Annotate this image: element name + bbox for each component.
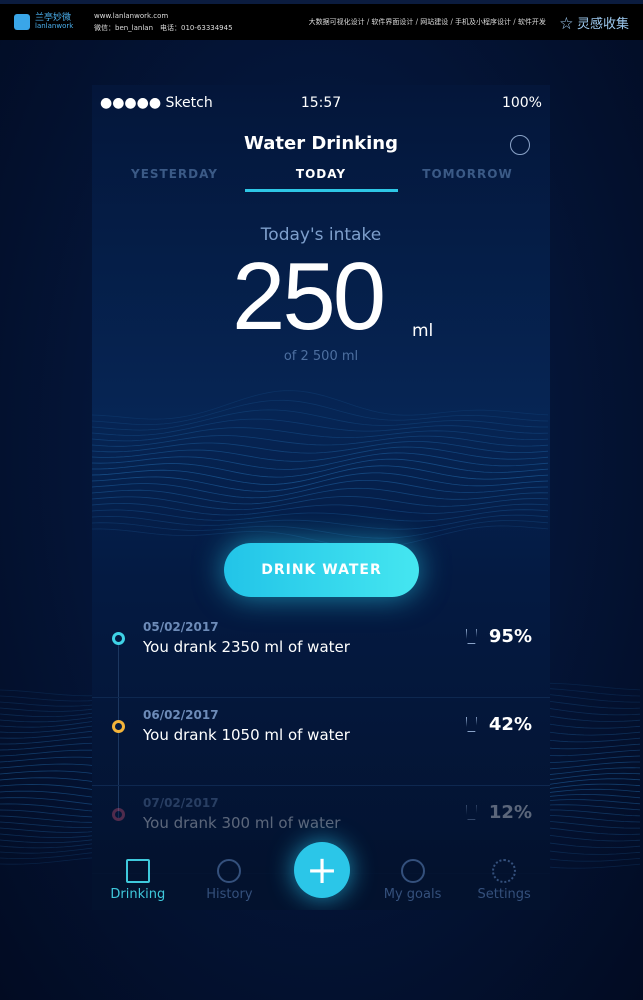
- timeline-dot: [112, 808, 125, 821]
- nav-drinking[interactable]: Drinking: [98, 859, 178, 902]
- nav-settings[interactable]: Settings: [464, 859, 544, 902]
- history-percent: 12%: [488, 802, 532, 823]
- tab-yesterday[interactable]: YESTERDAY: [131, 167, 218, 181]
- goal-icon: [400, 859, 425, 883]
- history-icon: [217, 859, 242, 883]
- user-icon[interactable]: [510, 135, 530, 155]
- banner-logo: 兰亭妙微 lanlanwork: [14, 14, 94, 30]
- banner-services: 大数据可视化设计 / 软件界面设计 / 网站建设 / 手机及小程序设计 / 软件…: [308, 18, 546, 26]
- page-title: Water Drinking: [244, 133, 398, 154]
- tab-today[interactable]: TODAY: [244, 167, 398, 192]
- intake-unit: ml: [412, 321, 434, 341]
- nav-my-goals[interactable]: My goals: [373, 859, 453, 902]
- intake-goal: of 2 500 ml: [283, 349, 359, 364]
- history-list: 05/02/2017 You drank 2350 ml of water 95…: [92, 610, 550, 874]
- history-date: 07/02/2017: [143, 796, 219, 810]
- nav-history[interactable]: History: [189, 859, 269, 902]
- history-text: You drank 1050 ml of water: [143, 726, 350, 744]
- day-tabs: YESTERDAY TODAY TOMORROW: [92, 167, 550, 192]
- glass-icon: [465, 717, 477, 732]
- history-item[interactable]: 05/02/2017 You drank 2350 ml of water 95…: [92, 610, 550, 698]
- bottom-nav: Drinking History My goals Settings: [92, 840, 550, 910]
- glass-icon: [465, 629, 477, 644]
- glass-icon: [465, 805, 477, 820]
- history-date: 05/02/2017: [143, 620, 219, 634]
- tab-tomorrow[interactable]: TOMORROW: [422, 167, 513, 181]
- phone-screen: ●●●●● Sketch 15:57 100% Water Drinking Y…: [92, 85, 550, 910]
- gear-icon: [492, 859, 517, 883]
- history-percent: 42%: [488, 714, 532, 735]
- banner: 兰亭妙微 lanlanwork www.lanlanwork.com 微信：ben_…: [0, 0, 643, 40]
- glass-icon: [125, 859, 150, 883]
- clock: 15:57: [300, 95, 342, 111]
- banner-url: www.lanlanwork.com: [94, 12, 169, 20]
- timeline-dot: [112, 632, 125, 645]
- history-date: 06/02/2017: [143, 708, 219, 722]
- history-text: You drank 300 ml of water: [143, 814, 341, 832]
- banner-brand: ☆ 灵感收集: [559, 16, 629, 32]
- banner-contact: 微信：ben_lanlan 电话：010-63334945: [94, 24, 233, 32]
- battery: 100%: [501, 95, 542, 111]
- carrier: ●●●●● Sketch: [100, 95, 213, 111]
- drink-water-button[interactable]: DRINK WATER: [224, 543, 419, 597]
- timeline-dot: [112, 720, 125, 733]
- history-percent: 95%: [488, 626, 532, 647]
- intake-label: Today's intake: [260, 225, 382, 245]
- history-item[interactable]: 06/02/2017 You drank 1050 ml of water 42…: [92, 698, 550, 786]
- history-text: You drank 2350 ml of water: [143, 638, 350, 656]
- intake-value: 250: [232, 243, 386, 350]
- water-wave-graphic: [92, 390, 549, 548]
- status-bar: ●●●●● Sketch 15:57 100%: [100, 95, 542, 111]
- add-button[interactable]: +: [294, 842, 350, 898]
